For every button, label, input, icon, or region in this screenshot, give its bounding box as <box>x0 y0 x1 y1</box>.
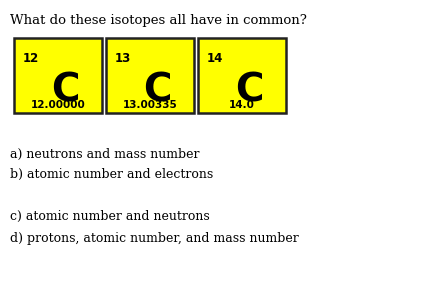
Bar <box>198 38 286 113</box>
Text: a) neutrons and mass number: a) neutrons and mass number <box>10 148 199 161</box>
Text: 14: 14 <box>206 52 223 65</box>
Text: C: C <box>51 71 79 109</box>
Text: b) atomic number and electrons: b) atomic number and electrons <box>10 168 213 181</box>
Text: 14.0: 14.0 <box>229 99 255 109</box>
Text: c) atomic number and neutrons: c) atomic number and neutrons <box>10 210 210 223</box>
Text: 13: 13 <box>114 52 131 65</box>
Text: C: C <box>143 71 171 109</box>
Text: What do these isotopes all have in common?: What do these isotopes all have in commo… <box>10 14 307 27</box>
Text: d) protons, atomic number, and mass number: d) protons, atomic number, and mass numb… <box>10 232 299 245</box>
Text: 13.00335: 13.00335 <box>122 99 177 109</box>
Text: 12.00000: 12.00000 <box>31 99 85 109</box>
Bar <box>106 38 194 113</box>
Text: C: C <box>235 71 263 109</box>
Text: 12: 12 <box>22 52 38 65</box>
Bar <box>14 38 102 113</box>
